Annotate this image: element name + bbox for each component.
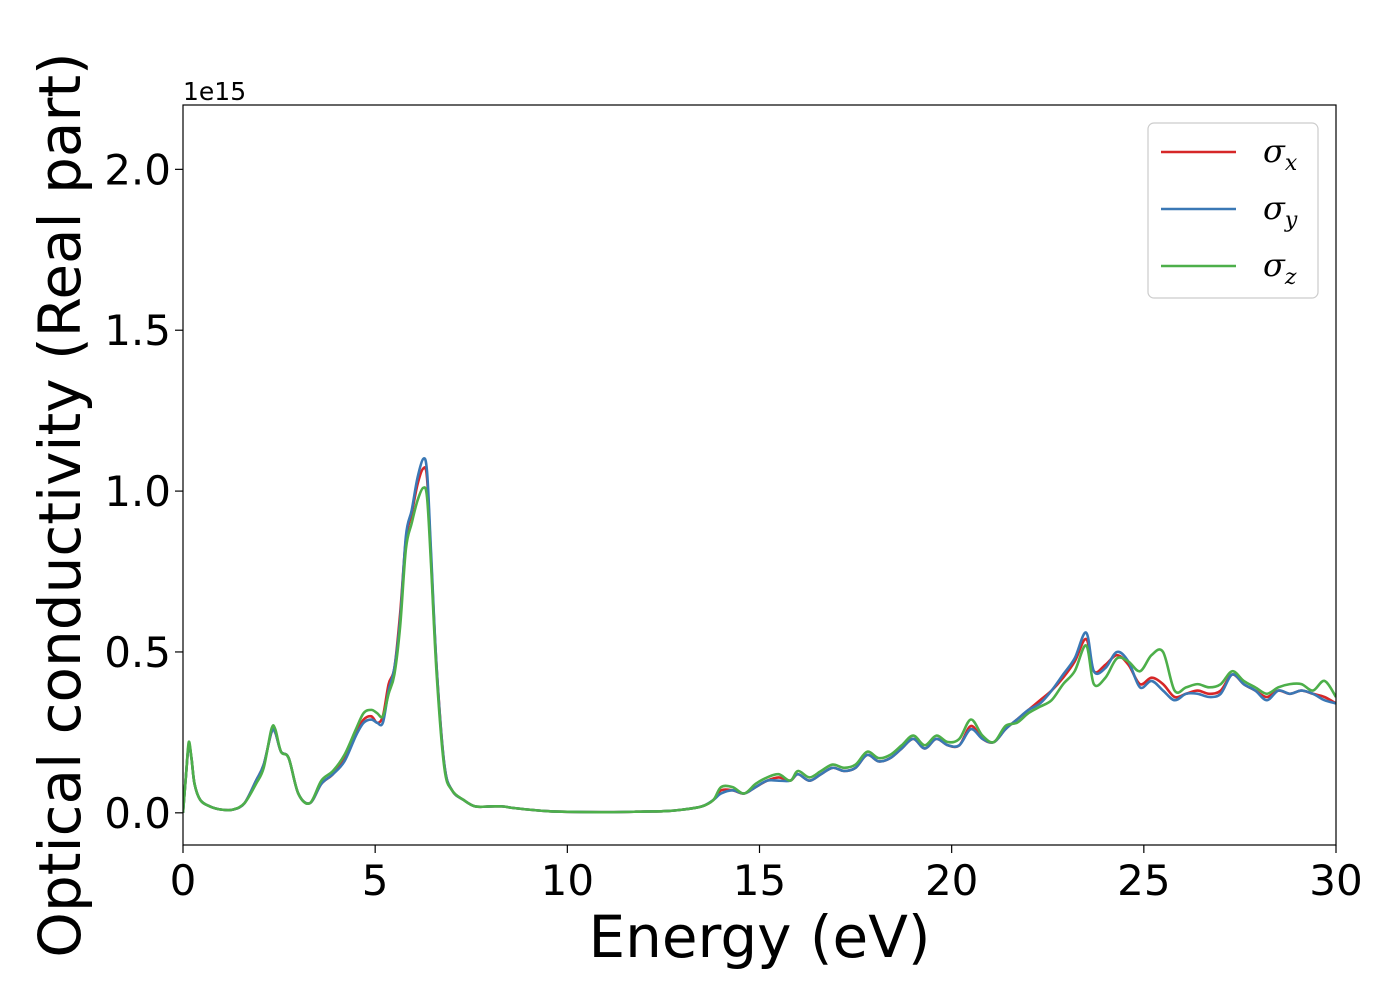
legend-box (1147, 122, 1319, 299)
x-tick-label: 30 (1309, 856, 1362, 905)
series-line-z (183, 486, 1336, 814)
y-tick-label: 1.5 (104, 306, 171, 355)
legend-label-y: σy (1263, 189, 1298, 233)
x-tick-label: 25 (1117, 856, 1170, 905)
x-tick-label: 15 (733, 856, 786, 905)
x-tick-label: 10 (541, 856, 594, 905)
y-tick-label: 1.0 (104, 467, 171, 516)
legend-label-x: σx (1263, 132, 1298, 176)
legend-label-z: σz (1263, 246, 1297, 290)
x-tick-label: 0 (170, 856, 197, 905)
y-axis-title: Optical conductivity (Real part) (26, 52, 94, 957)
x-axis-title: Energy (eV) (588, 903, 930, 971)
y-tick-label: 0.0 (104, 789, 171, 838)
x-axis-ticks: 0 5 10 15 20 25 30 (170, 845, 1363, 905)
y-axis-ticks: 0.0 0.5 1.0 1.5 2.0 (104, 145, 183, 838)
series-layer (183, 457, 1336, 814)
legend: σx σy σz (1147, 122, 1319, 299)
y-tick-label: 0.5 (104, 628, 171, 677)
x-tick-label: 5 (362, 856, 389, 905)
x-tick-label: 20 (925, 856, 978, 905)
y-tick-label: 2.0 (104, 145, 171, 194)
y-offset-label: 1e15 (183, 77, 246, 106)
